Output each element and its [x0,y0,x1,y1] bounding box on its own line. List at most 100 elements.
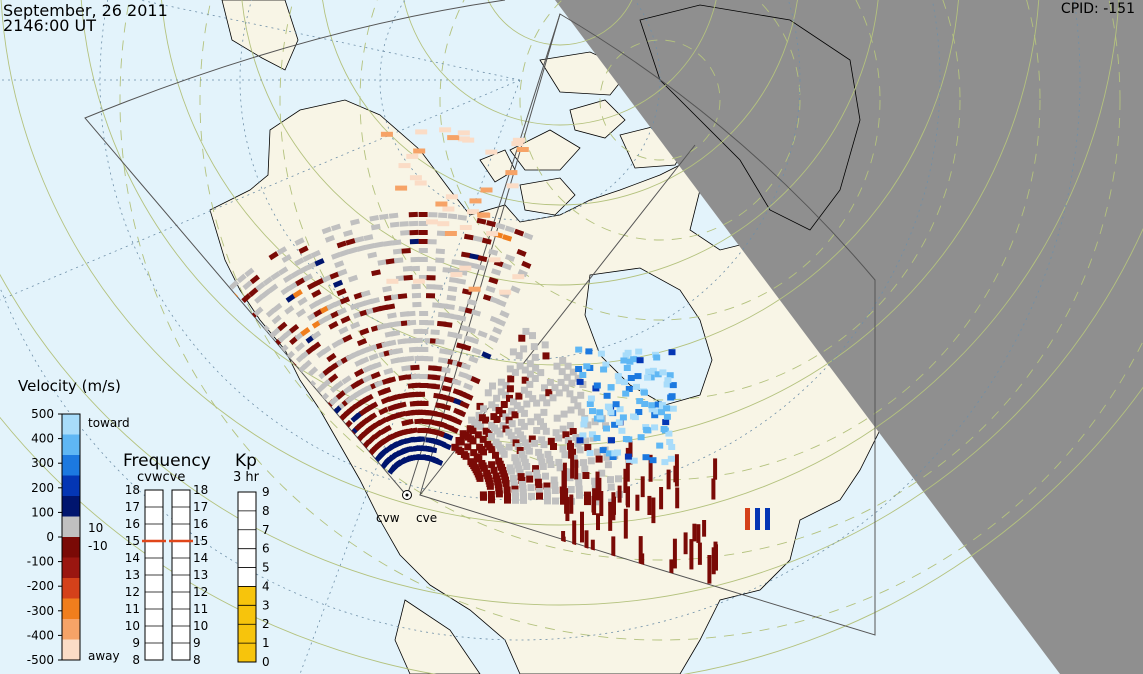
scatter-cell [526,360,534,368]
scatter-cell [419,346,429,352]
scatter-cell [480,448,487,456]
scatter-cell [495,318,507,327]
scatter-cell [406,153,419,159]
scatter-cell [672,538,677,569]
scatter-cell [669,559,674,581]
scatter-cell [576,378,584,385]
toward-label: toward [88,416,130,430]
scatter-cell [496,430,504,438]
scatter-cell [584,444,592,451]
scatter-cell [244,267,255,278]
scatter-cell [295,308,307,318]
scatter-cell [255,281,266,292]
scatter-cell [626,358,634,365]
scatter-cell [516,147,529,152]
scatter-cell [433,284,443,290]
scatter-cell [755,508,760,530]
scatter-cell [520,386,528,394]
scatter-cell [392,248,403,255]
scatter-cell [567,406,575,414]
scatter-cell [271,314,282,325]
scatter-cell [285,293,296,303]
scatter-cell [522,327,530,335]
date-label: September, 26 2011 [3,1,168,20]
scatter-cell [419,328,429,334]
scatter-cell [452,417,463,426]
scatter-cell [367,401,379,411]
frequency-tick-left: 16 [125,517,140,531]
frequency-tick-left: 11 [125,602,140,616]
scatter-cell [534,474,542,482]
scatter-cell [504,496,511,504]
kp-frame [237,491,257,663]
scatter-cell [441,385,452,393]
radar-label-cvw: cvw [376,511,400,525]
scatter-cell [311,289,322,298]
scatter-cell [362,374,373,383]
scatter-cell [390,330,401,337]
scatter-cell [713,458,718,480]
scatter-cell [507,375,515,383]
scatter-cell [553,414,561,422]
greenland-dark [639,4,861,231]
scatter-cell [330,251,342,260]
scatter-cell [523,463,531,470]
scatter-cell [402,265,413,272]
scatter-cell [526,370,534,378]
scatter-cell [476,474,484,482]
scatter-cell [442,206,455,212]
scatter-cell [370,371,381,380]
scatter-cell [590,539,595,557]
scatter-cell [569,494,574,514]
scatter-cell [451,443,459,451]
scatter-cell [537,418,544,426]
scatter-cell [432,365,442,372]
scatter-cell [406,319,417,326]
velocity-scale: 500 400 300 200 100 0 -100 -200 -300 -400 -500 towa… [27,407,130,667]
scatter-cell [529,332,536,340]
scatter-cell [662,419,670,426]
scatter-cell [569,428,577,435]
scatter-cell [377,259,388,266]
scatter-cell [338,326,349,335]
scatter-cell [605,450,613,457]
scatter-cell [404,355,415,362]
scatter-cell [575,346,583,353]
scatter-cell [348,246,359,255]
scatter-cell [525,390,533,398]
scatter-cell [445,303,455,310]
scatter-cell [441,441,452,451]
scatter-cell [428,212,438,218]
scatter-cell [664,377,672,384]
scatter-cell [599,491,604,517]
scatter-cell [625,447,630,482]
scatter-cell [544,492,551,500]
scatter-cell [608,501,613,531]
scatter-cell [654,371,662,378]
scatter-cell [570,454,578,462]
scatter-cell [442,267,452,273]
scatter-cell [475,263,486,271]
scatter-cell [561,451,569,459]
scatter-cell [412,301,422,308]
scatter-cell [397,293,408,300]
frequency-tick-right: 17 [193,500,208,514]
scatter-cell [466,298,477,306]
scatter-cell [388,212,399,219]
scatter-cell [538,458,546,466]
scatter-cell [385,258,396,265]
scatter-cell [477,422,485,430]
scatter-cell [300,327,311,337]
velocity-scale-band [62,496,80,517]
scatter-cell [366,412,378,422]
scatter-cell [302,253,313,262]
scatter-cell [229,279,240,290]
scatter-cell [586,450,594,457]
scatter-cell [568,379,576,387]
scatter-cell [495,222,506,230]
scatter-cell [542,352,550,360]
kp-tick-label: 1 [262,636,270,650]
scatter-cell [668,349,676,356]
scatter-cell [457,130,470,136]
scatter-cell [502,391,509,399]
